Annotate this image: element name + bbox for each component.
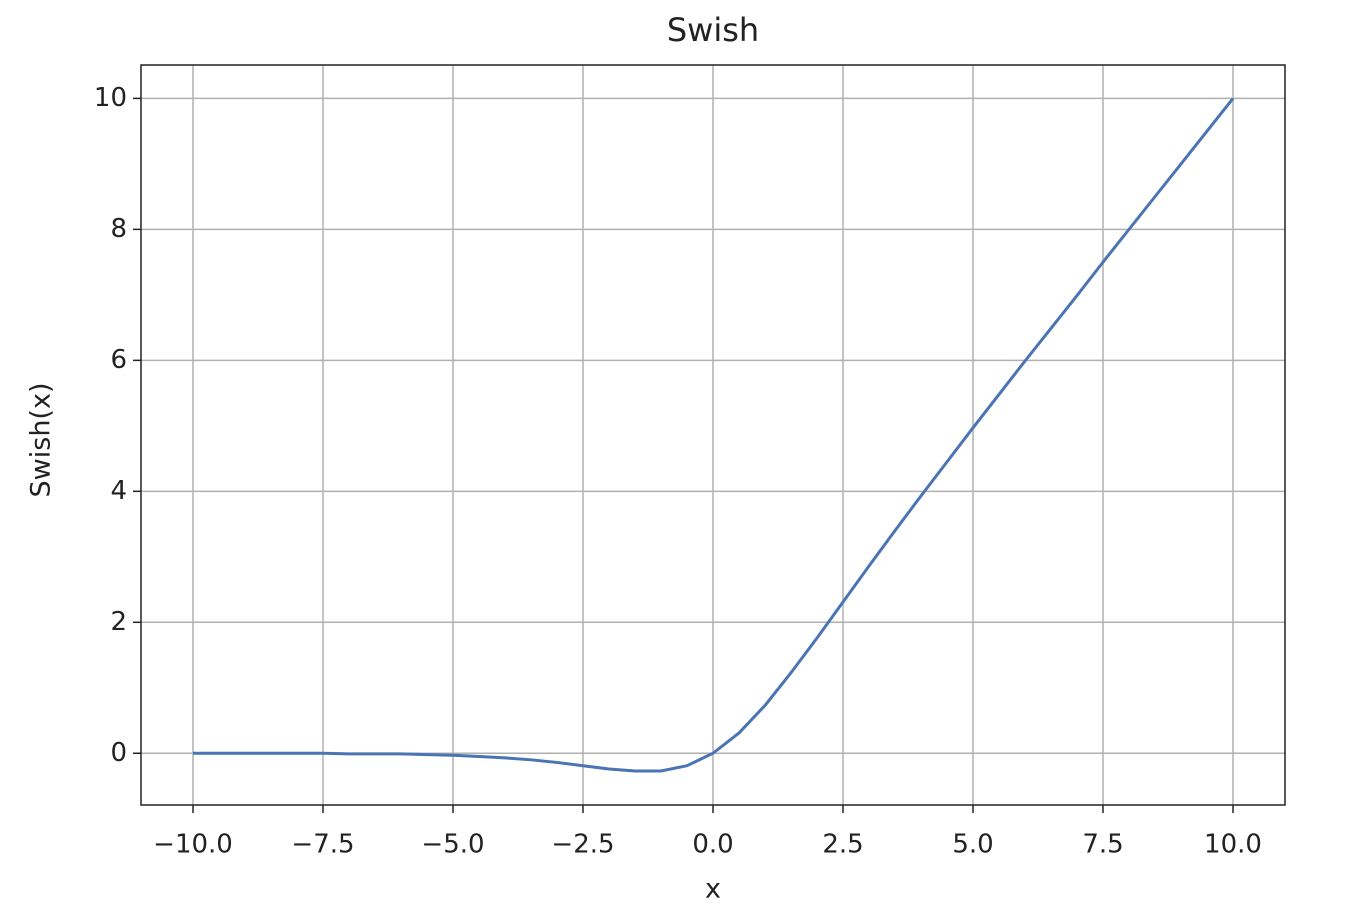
y-tick-label: 8 <box>110 214 127 244</box>
plot-frame <box>140 64 1286 806</box>
y-tick-label: 6 <box>110 345 127 375</box>
x-tick-label: −5.0 <box>421 830 484 860</box>
y-tick-label: 4 <box>110 476 127 506</box>
x-tick-label: −10.0 <box>153 830 233 860</box>
x-tick-label: 7.5 <box>1082 830 1123 860</box>
x-tick-label: −7.5 <box>291 830 354 860</box>
x-tick-label: 2.5 <box>822 830 863 860</box>
y-tick-label: 0 <box>110 738 127 768</box>
y-axis-label: Swish(x) <box>26 383 57 498</box>
x-axis-label: x <box>705 874 721 905</box>
line <box>193 97 1235 773</box>
x-tick-label: 5.0 <box>952 830 993 860</box>
chart-title: Swish <box>667 11 759 49</box>
x-tick-label: 10.0 <box>1204 830 1262 860</box>
y-tick-label: 2 <box>110 607 127 637</box>
y-tick-label: 10 <box>94 83 127 113</box>
x-tick-label: −2.5 <box>551 830 614 860</box>
x-tick-label: 0.0 <box>692 830 733 860</box>
